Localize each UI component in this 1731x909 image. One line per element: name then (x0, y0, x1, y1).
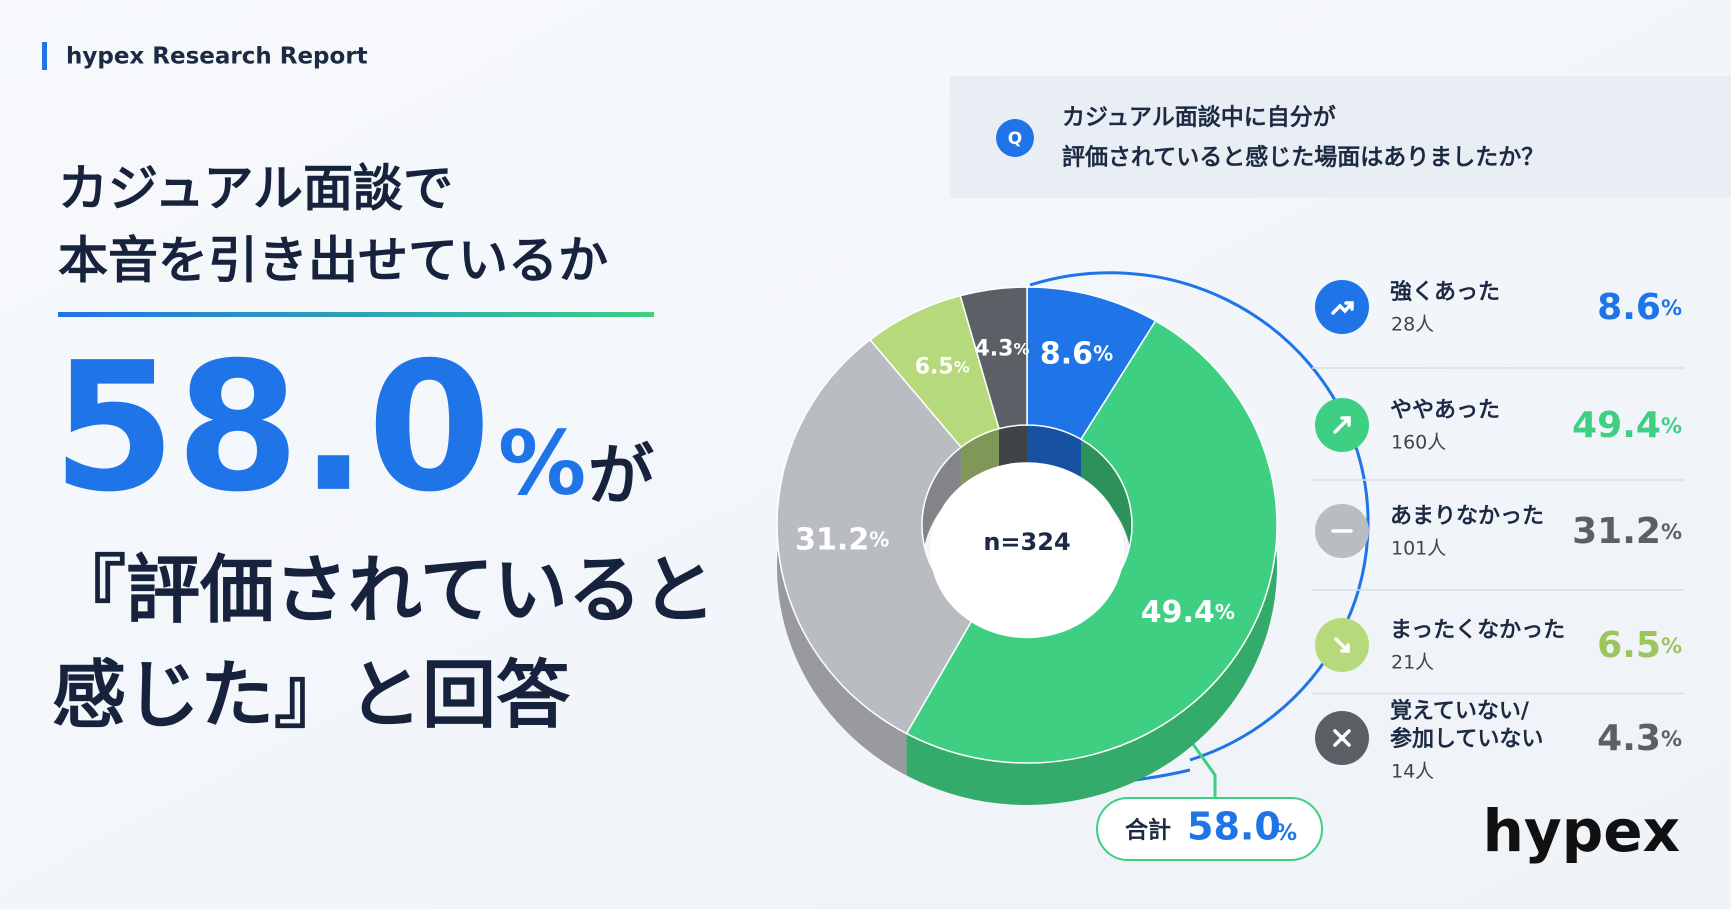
question-box (950, 76, 1731, 198)
question-mark: Q (1008, 129, 1022, 149)
slice (905, 319, 1278, 764)
title-line: 本音を引き出せているか (58, 232, 608, 290)
slice-value: 31.2 (795, 522, 869, 557)
slice-inner-side (961, 428, 999, 490)
slice-inner-side (998, 425, 1027, 471)
legend-value: 4.3% (1597, 718, 1682, 759)
legend-label: あまりなかった (1390, 504, 1545, 529)
legend-value-unit: % (1661, 634, 1682, 658)
slice-value: 49.4 (1141, 595, 1215, 630)
legend-count: 160人 (1391, 432, 1446, 454)
title-underline (58, 312, 654, 317)
center-label: n=324 (983, 528, 1070, 556)
slice-unit: % (869, 527, 889, 551)
slice-unit: % (1093, 341, 1113, 365)
slice-unit: % (1013, 339, 1029, 358)
legend-value-number: 8.6 (1597, 287, 1661, 328)
legend-glyph (1334, 637, 1350, 653)
legend-count: 101人 (1391, 538, 1446, 560)
slice-unit: % (954, 357, 970, 376)
legend-label: まったくなかった (1390, 618, 1566, 643)
legend-value-unit: % (1661, 727, 1682, 751)
title-line: カジュアル面談で (58, 160, 453, 218)
total-unit: % (1275, 821, 1297, 846)
slice-value: 6.5 (915, 355, 954, 380)
legend-value-number: 49.4 (1572, 405, 1661, 446)
legend-value: 6.5% (1597, 625, 1682, 666)
headline-unit: % (498, 412, 586, 515)
slice-value: 4.3 (975, 337, 1014, 362)
slice-unit: % (1215, 600, 1235, 624)
question-line: カジュアル面談中に自分が (1062, 104, 1336, 131)
legend-glyph (1333, 729, 1351, 747)
slice-label: 8.6% (1040, 336, 1113, 371)
legend-value: 8.6% (1597, 287, 1682, 328)
total-pill (1096, 797, 1323, 861)
donut: 8.6%49.4%31.2%6.5%4.3% (776, 286, 1278, 806)
slice-value: 8.6 (1040, 336, 1093, 371)
slice (776, 338, 978, 735)
legend-glyph (1333, 416, 1351, 434)
slice-side (906, 320, 1278, 806)
slice-label: 6.5% (915, 355, 970, 380)
slice-label: 4.3% (975, 337, 1030, 362)
headline-line: 感じた』と回答 (52, 653, 571, 739)
legend-value: 49.4% (1572, 405, 1682, 446)
legend-value-unit: % (1661, 414, 1682, 438)
legend-value-number: 4.3 (1597, 718, 1661, 759)
question-line: 評価されていると感じた場面はありましたか？ (1062, 144, 1544, 171)
total-value: 58.0 (1187, 805, 1281, 849)
headline-line: 『評価されていると (52, 548, 716, 634)
question-icon (996, 119, 1034, 157)
legend-label: 覚えていない/参加していない (1390, 699, 1544, 752)
slice-label: 49.4% (1141, 595, 1235, 630)
legend-value-unit: % (1661, 296, 1682, 320)
legend-value-number: 6.5 (1597, 625, 1661, 666)
legend-label-box: 強くあった (1390, 280, 1501, 305)
header-bar (42, 42, 47, 70)
legend-glyph (1331, 301, 1354, 315)
legend-label-box: 覚えていない/参加していない (1390, 699, 1544, 752)
total-label: 合計 (1125, 817, 1171, 844)
legend-count: 28人 (1391, 314, 1434, 336)
hole (930, 462, 1124, 639)
legend-label: 強くあった (1390, 280, 1501, 305)
legend-label-box: あまりなかった (1390, 504, 1545, 529)
logo: hypex (1483, 797, 1680, 865)
legend-count: 21人 (1391, 652, 1434, 674)
headline-particle: が (588, 437, 654, 514)
legend-label-box: まったくなかった (1390, 618, 1566, 643)
legend-value: 31.2% (1572, 511, 1682, 552)
headline-number: 58.0 (52, 324, 491, 531)
legend-value-unit: % (1661, 520, 1682, 544)
legend-count: 14人 (1391, 761, 1434, 783)
legend-value-number: 31.2 (1572, 511, 1661, 552)
legend-label: ややあった (1390, 398, 1501, 423)
legend-label-box: ややあった (1390, 398, 1501, 423)
bracket-line (1188, 739, 1217, 800)
slice-label: 31.2% (795, 522, 889, 557)
slice (959, 286, 1028, 430)
header: hypex Research Report (66, 44, 368, 70)
